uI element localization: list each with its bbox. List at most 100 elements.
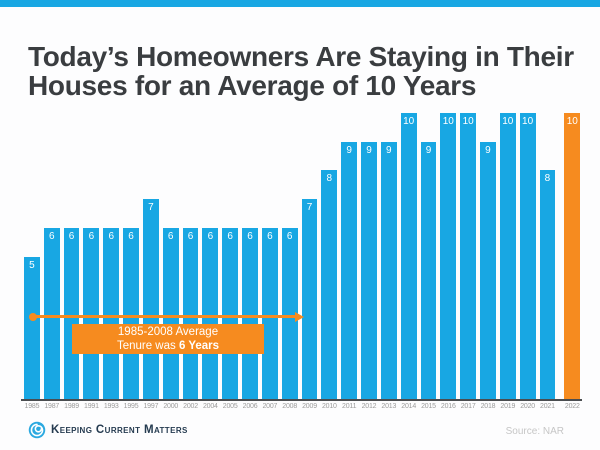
bar-1989: 6 bbox=[63, 227, 80, 400]
bar-2021: 8 bbox=[539, 170, 556, 400]
x-tick-label-1997: 1997 bbox=[143, 403, 159, 410]
brand-stripe bbox=[0, 0, 600, 7]
bar-value-label: 9 bbox=[366, 144, 372, 156]
bar-value-label: 6 bbox=[227, 230, 233, 242]
bar-1997: 7 bbox=[142, 199, 159, 400]
bar-value-label: 9 bbox=[425, 144, 432, 156]
bar-2000: 6 bbox=[162, 227, 179, 400]
x-tick-label-2017: 2017 bbox=[460, 403, 476, 410]
bar-2018: 9 bbox=[480, 141, 496, 400]
bar-value-label: 6 bbox=[88, 230, 95, 242]
bar-value-label: 6 bbox=[247, 230, 253, 242]
x-tick-label-2013: 2013 bbox=[381, 403, 397, 410]
annotation-line-2-bold: 6 Years bbox=[178, 340, 220, 352]
bar-2012: 9 bbox=[361, 141, 377, 400]
bar-value-label: 9 bbox=[386, 144, 392, 156]
x-tick-label-1993: 1993 bbox=[103, 403, 119, 410]
bar-value-label: 10 bbox=[522, 116, 534, 127]
x-tick-label-2019: 2019 bbox=[500, 403, 516, 410]
bar-value-label: 6 bbox=[286, 230, 293, 242]
bar-value-label: 6 bbox=[187, 230, 194, 242]
annotation-line-2-prefix: Tenure was bbox=[116, 340, 179, 352]
bar-2011: 9 bbox=[341, 141, 358, 400]
x-tick-label-1995: 1995 bbox=[123, 403, 139, 410]
x-tick-label-1991: 1991 bbox=[84, 403, 99, 410]
bar-1991: 6 bbox=[83, 227, 100, 400]
x-tick-label-2006: 2006 bbox=[242, 403, 258, 410]
x-tick-label-2014: 2014 bbox=[401, 403, 417, 410]
bar-1985: 5 bbox=[24, 256, 40, 400]
x-axis-labels: 1985 1987 1989 1991 1993 1995 1997 2000 2002 2004… bbox=[24, 403, 580, 410]
x-tick-label-2004: 2004 bbox=[202, 403, 218, 410]
bar-1993: 6 bbox=[103, 227, 120, 400]
bar-value-label: 8 bbox=[326, 173, 333, 185]
x-tick-label-1985: 1985 bbox=[24, 403, 40, 410]
bar-value-label: 10 bbox=[462, 116, 474, 127]
bar-2006: 6 bbox=[242, 227, 258, 400]
x-tick-label-2022: 2022 bbox=[564, 403, 580, 410]
bar-value-label: 6 bbox=[68, 230, 75, 242]
x-tick-label-2018: 2018 bbox=[480, 403, 496, 410]
x-tick-label-1987: 1987 bbox=[44, 403, 60, 410]
bar-value-label: 10 bbox=[403, 116, 415, 127]
bar-value-label: 5 bbox=[29, 259, 35, 271]
bar-value-label: 8 bbox=[544, 173, 551, 185]
x-axis-line bbox=[21, 399, 582, 401]
bar-value-label: 10 bbox=[566, 116, 578, 127]
x-tick-label-2011: 2011 bbox=[342, 403, 357, 410]
bar-2020: 10 bbox=[519, 113, 536, 400]
bar-value-label: 9 bbox=[346, 144, 352, 156]
annotation-span-arrow bbox=[29, 312, 304, 322]
x-tick-label-2021: 2021 bbox=[540, 403, 555, 410]
kcm-swirl-logo-icon bbox=[28, 421, 46, 439]
bar-2013: 9 bbox=[380, 141, 397, 400]
x-tick-label-2015: 2015 bbox=[421, 403, 436, 410]
annotation-line-1: 1985-2008 Average bbox=[117, 326, 219, 338]
annotation-callout: 1985-2008 Average Tenure was 6 Years bbox=[72, 324, 264, 354]
arrow-head-icon bbox=[295, 312, 304, 322]
bar-value-label: 6 bbox=[48, 230, 55, 242]
bar-2015: 9 bbox=[420, 141, 437, 400]
arrow-line bbox=[32, 315, 298, 318]
annotation-line-2: Tenure was 6 Years bbox=[72, 339, 264, 353]
bar-value-label: 6 bbox=[108, 230, 114, 242]
x-tick-label-2000: 2000 bbox=[163, 403, 179, 410]
bar-2008: 6 bbox=[281, 227, 298, 400]
x-tick-label-2008: 2008 bbox=[282, 403, 298, 410]
x-tick-label-2005: 2005 bbox=[222, 403, 238, 410]
brand-name: Keeping Current Matters bbox=[51, 424, 188, 436]
bar-2019: 10 bbox=[499, 113, 516, 400]
bar-2009: 7 bbox=[301, 199, 318, 400]
x-tick-label-2010: 2010 bbox=[321, 403, 337, 410]
x-tick-label-2007: 2007 bbox=[262, 403, 278, 410]
bar-value-label: 7 bbox=[306, 202, 313, 214]
bar-value-label: 9 bbox=[485, 144, 491, 156]
bar-value-label: 10 bbox=[442, 116, 454, 127]
source-credit: Source: NAR bbox=[505, 426, 564, 437]
bar-2007: 6 bbox=[261, 227, 278, 400]
x-tick-label-1989: 1989 bbox=[64, 403, 79, 410]
bar-value-label: 6 bbox=[128, 230, 134, 242]
bar-2016: 10 bbox=[440, 113, 457, 400]
x-tick-label-2009: 2009 bbox=[302, 403, 317, 410]
x-tick-label-2002: 2002 bbox=[183, 403, 198, 410]
x-tick-label-2012: 2012 bbox=[361, 403, 377, 410]
bar-2002: 6 bbox=[182, 227, 199, 400]
bar-value-label: 7 bbox=[148, 202, 154, 214]
bar-chart: 5 6 6 6 6 6 7 6 6 6 6 6 6 6 7 8 9 9 9 10 9 10 10 9 10 10 8 10 bbox=[24, 113, 581, 400]
bar-value-label: 6 bbox=[207, 230, 214, 242]
bar-value-label: 10 bbox=[502, 116, 514, 127]
bar-value-label: 6 bbox=[267, 230, 273, 242]
bar-value-label: 6 bbox=[167, 230, 174, 242]
bar-1987: 6 bbox=[43, 227, 60, 400]
title-line-2: Houses for an Average of 10 Years bbox=[28, 69, 477, 101]
bar-2004: 6 bbox=[202, 227, 219, 400]
x-tick-label-2020: 2020 bbox=[520, 403, 535, 410]
x-tick-label-2016: 2016 bbox=[440, 403, 456, 410]
bar-2005: 6 bbox=[222, 227, 239, 400]
bar-1995: 6 bbox=[123, 227, 139, 400]
page-title: Today’s Homeowners Are Staying in Their … bbox=[28, 42, 588, 100]
bar-2022: 10 bbox=[564, 113, 581, 400]
title-line-1: Today’s Homeowners Are Staying in Their bbox=[28, 40, 574, 72]
